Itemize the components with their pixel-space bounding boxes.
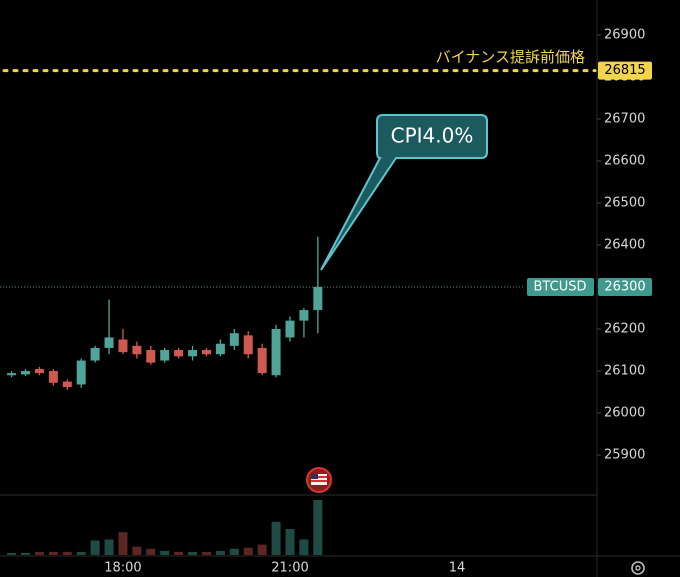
price-value: 26300	[604, 279, 645, 294]
volume-bar	[299, 539, 309, 555]
candle-body	[34, 368, 44, 374]
candle-body	[90, 347, 100, 361]
settings-icon[interactable]	[631, 561, 645, 575]
volume-bar	[104, 539, 114, 555]
volume-bar	[21, 552, 31, 555]
reference-label: バイナンス提訴前価格	[436, 48, 585, 66]
candle-body	[132, 345, 142, 355]
volume-bar	[90, 540, 100, 555]
y-tick-label: 26000	[604, 406, 645, 421]
us-flag-event[interactable]	[306, 467, 332, 493]
gear-hole[interactable]	[635, 565, 641, 571]
reference-price-box	[598, 61, 652, 80]
y-tick-label: 25900	[604, 448, 645, 463]
callout	[320, 114, 488, 271]
volume-bar	[257, 544, 267, 555]
volume-bar	[174, 551, 184, 555]
candle-body	[104, 337, 114, 348]
x-tick-label: 18:00	[104, 561, 141, 576]
volume-bar	[118, 532, 128, 555]
candle-body	[76, 360, 86, 385]
candle-body	[62, 381, 72, 388]
flag[interactable]	[311, 474, 327, 485]
volume-bar	[160, 550, 170, 555]
candle-body	[229, 333, 239, 346]
volume-bar	[146, 548, 156, 555]
volume-bar	[229, 548, 239, 555]
volume-bar	[188, 551, 198, 555]
volume-bar	[215, 550, 225, 555]
candle-body	[146, 350, 156, 363]
candle-body	[188, 350, 198, 357]
volume-bar	[7, 552, 17, 555]
candle-body	[174, 350, 184, 357]
volume-bar	[201, 551, 211, 555]
x-tick-label: 14	[449, 561, 466, 576]
volume-bar	[132, 546, 142, 555]
flag-canton	[311, 474, 318, 479]
candle-body	[243, 335, 253, 355]
y-tick-label: 26100	[604, 364, 645, 379]
y-tick-label: 26200	[604, 322, 645, 337]
candle-body	[201, 350, 211, 355]
x-tick-label: 21:00	[271, 561, 308, 576]
volume-bar	[285, 529, 295, 555]
volume-bar	[62, 551, 72, 555]
candle-body	[285, 320, 295, 338]
candle-body	[7, 373, 17, 376]
flag-stripe	[311, 476, 327, 478]
y-tick-label: 26600	[604, 153, 645, 168]
gear[interactable]	[631, 561, 645, 575]
reference-price: 26815	[604, 63, 645, 78]
candle-body	[48, 371, 58, 383]
callout-text: CPI4.0%	[391, 124, 474, 148]
candle-body	[271, 329, 281, 376]
candle-body	[313, 286, 323, 311]
price-symbol-box	[527, 277, 594, 296]
price-box	[598, 277, 652, 296]
volume-bar	[313, 500, 323, 555]
candle-body	[160, 350, 170, 361]
y-tick-label: 26900	[604, 27, 645, 42]
y-tick-label: 26500	[604, 195, 645, 210]
y-tick-label: 26700	[604, 111, 645, 126]
candle-body	[299, 310, 309, 321]
volume-bar	[271, 521, 281, 555]
candle-body	[118, 339, 128, 353]
volume-bar	[76, 551, 86, 555]
volume-bar	[34, 551, 44, 555]
price-symbol: BTCUSD	[534, 279, 587, 294]
volume-bar	[48, 551, 58, 555]
volume-bar	[243, 547, 253, 555]
flag-stripe	[311, 480, 327, 482]
y-tick-label: 26400	[604, 237, 645, 252]
candle-body	[21, 371, 31, 375]
candle-body	[215, 343, 225, 355]
candle-body	[257, 347, 267, 374]
